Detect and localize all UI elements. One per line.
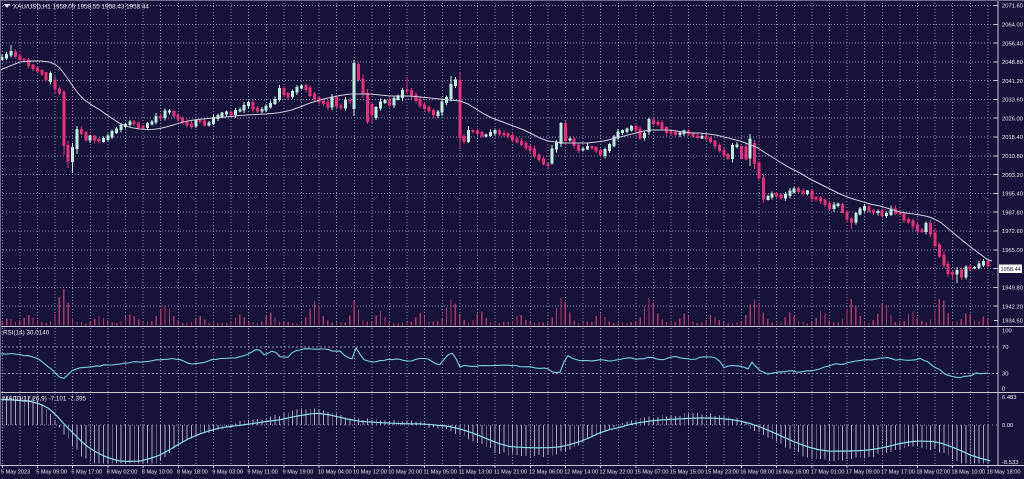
svg-text:10 May 04:00: 10 May 04:00 <box>318 470 352 476</box>
svg-text:17 May 09:00: 17 May 09:00 <box>846 470 880 476</box>
svg-text:RSI(14) 30.0140: RSI(14) 30.0140 <box>3 330 50 337</box>
svg-text:11 May 05:00: 11 May 05:00 <box>423 470 456 476</box>
svg-text:1949.80: 1949.80 <box>1002 286 1023 292</box>
svg-text:1934.60: 1934.60 <box>1002 319 1023 325</box>
svg-text:2026.00: 2026.00 <box>1002 116 1023 122</box>
svg-text:1965.00: 1965.00 <box>1002 248 1023 254</box>
svg-text:16 May 08:00: 16 May 08:00 <box>740 470 774 476</box>
svg-text:70: 70 <box>1002 345 1008 351</box>
svg-text:11 May 21:00: 11 May 21:00 <box>494 470 527 476</box>
svg-text:100: 100 <box>1002 329 1012 335</box>
svg-text:10 May 12:00: 10 May 12:00 <box>353 470 387 476</box>
svg-text:15 May 23:00: 15 May 23:00 <box>705 470 739 476</box>
svg-text:11 May 13:00: 11 May 13:00 <box>459 470 492 476</box>
svg-text:18 May 10:00: 18 May 10:00 <box>951 470 985 476</box>
svg-text:16 May 16:00: 16 May 16:00 <box>775 470 809 476</box>
svg-text:10 May 20:00: 10 May 20:00 <box>388 470 422 476</box>
svg-text:XAU/USD,H1 1958.05 1958.55 19: XAU/USD,H1 1958.05 1958.55 1958.43 1958.… <box>13 4 149 11</box>
svg-text:0: 0 <box>1002 387 1005 393</box>
svg-text:9 May 19:00: 9 May 19:00 <box>283 470 314 476</box>
svg-text:1972.60: 1972.60 <box>1002 229 1023 235</box>
svg-text:5 May 2023: 5 May 2023 <box>1 470 30 476</box>
svg-text:9 May 03:00: 9 May 03:00 <box>212 470 243 476</box>
svg-text:17 May 01:00: 17 May 01:00 <box>811 470 845 476</box>
svg-text:2010.80: 2010.80 <box>1002 154 1023 160</box>
svg-text:8 May 02:00: 8 May 02:00 <box>107 470 138 476</box>
svg-text:15 May 07:00: 15 May 07:00 <box>635 470 669 476</box>
svg-text:2003.20: 2003.20 <box>1002 173 1023 179</box>
svg-text:12 May 06:00: 12 May 06:00 <box>529 470 563 476</box>
svg-text:0.00: 0.00 <box>1002 423 1013 429</box>
svg-text:5 May 17:00: 5 May 17:00 <box>71 470 102 476</box>
svg-text:17 May 17:00: 17 May 17:00 <box>881 470 915 476</box>
svg-text:8 May 18:00: 8 May 18:00 <box>177 470 208 476</box>
svg-text:18 May 18:00: 18 May 18:00 <box>987 470 1021 476</box>
svg-text:2064.00: 2064.00 <box>1002 23 1023 29</box>
svg-text:12 May 22:00: 12 May 22:00 <box>599 470 633 476</box>
svg-text:1942.20: 1942.20 <box>1002 304 1023 310</box>
svg-text:15 May 15:00: 15 May 15:00 <box>670 470 704 476</box>
svg-text:18 May 02:00: 18 May 02:00 <box>916 470 950 476</box>
svg-text:MACD(12,26,9) -7.101 -7.395: MACD(12,26,9) -7.101 -7.395 <box>3 396 86 403</box>
svg-text:12 May 14:00: 12 May 14:00 <box>564 470 598 476</box>
svg-text:9 May 11:00: 9 May 11:00 <box>247 470 277 476</box>
svg-text:2041.20: 2041.20 <box>1002 79 1023 85</box>
svg-text:2048.80: 2048.80 <box>1002 60 1023 66</box>
svg-text:2071.60: 2071.60 <box>1002 4 1023 10</box>
svg-text:-8.533: -8.533 <box>1002 460 1018 466</box>
svg-text:1958.44: 1958.44 <box>1001 267 1021 273</box>
svg-text:2018.40: 2018.40 <box>1002 135 1023 141</box>
svg-text:2056.40: 2056.40 <box>1002 41 1023 47</box>
svg-text:30: 30 <box>1002 372 1008 378</box>
svg-text:1987.80: 1987.80 <box>1002 210 1023 216</box>
svg-text:5 May 09:00: 5 May 09:00 <box>36 470 67 476</box>
svg-text:6.483: 6.483 <box>1002 395 1017 401</box>
svg-text:2033.60: 2033.60 <box>1002 98 1023 104</box>
svg-text:8 May 10:00: 8 May 10:00 <box>142 470 173 476</box>
svg-text:1995.40: 1995.40 <box>1002 192 1023 198</box>
